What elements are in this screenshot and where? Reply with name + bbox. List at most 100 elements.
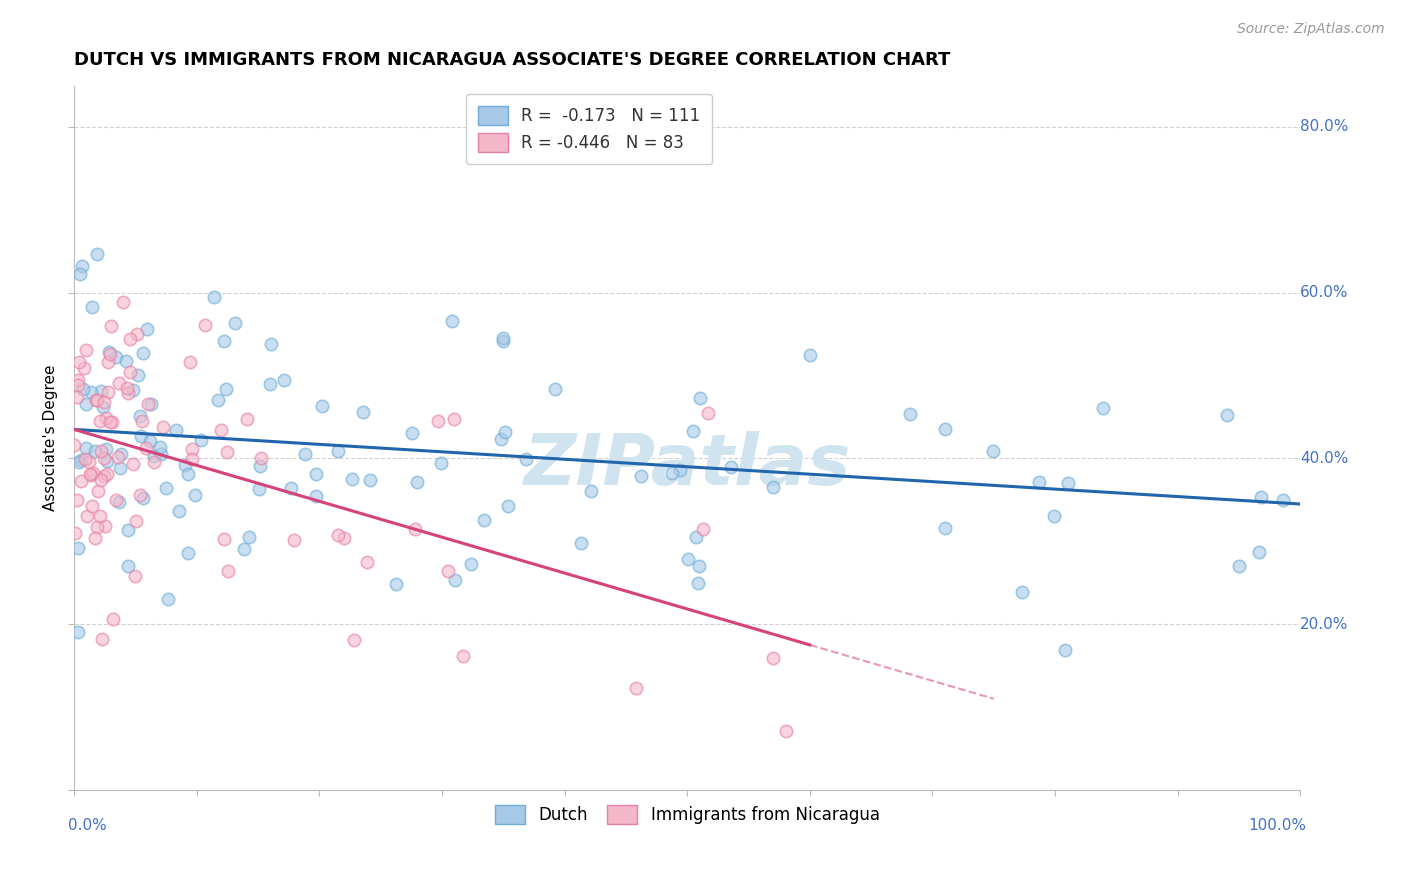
Point bbox=[440, 313, 463, 327]
Point bbox=[489, 432, 512, 446]
Point bbox=[898, 408, 921, 422]
Point bbox=[75, 451, 97, 466]
Text: 20.0%: 20.0% bbox=[1301, 616, 1348, 632]
Point bbox=[1057, 475, 1080, 490]
Point bbox=[117, 523, 139, 537]
Point bbox=[152, 420, 174, 434]
Point bbox=[685, 530, 707, 544]
Point bbox=[67, 455, 90, 469]
Point bbox=[101, 612, 124, 626]
Point bbox=[215, 445, 238, 459]
Point bbox=[356, 555, 378, 569]
Point bbox=[1043, 508, 1066, 523]
Point bbox=[112, 294, 135, 309]
Point bbox=[75, 397, 97, 411]
Point bbox=[104, 492, 127, 507]
Point bbox=[157, 592, 180, 607]
Point bbox=[688, 559, 710, 574]
Point bbox=[332, 531, 354, 545]
Point bbox=[129, 429, 152, 443]
Point bbox=[165, 423, 187, 437]
Point bbox=[280, 481, 302, 495]
Point bbox=[689, 392, 711, 406]
Point bbox=[84, 531, 107, 545]
Point bbox=[139, 396, 162, 410]
Point bbox=[86, 484, 108, 499]
Point bbox=[181, 442, 204, 456]
Text: Source: ZipAtlas.com: Source: ZipAtlas.com bbox=[1237, 22, 1385, 37]
Point bbox=[273, 373, 295, 387]
Point bbox=[66, 493, 89, 508]
Point bbox=[167, 504, 190, 518]
Point bbox=[117, 558, 139, 573]
Point bbox=[100, 318, 122, 333]
Point bbox=[359, 473, 381, 487]
Point bbox=[352, 404, 374, 418]
Point bbox=[630, 469, 652, 483]
Point bbox=[94, 519, 117, 533]
Text: 100.0%: 100.0% bbox=[1249, 818, 1306, 833]
Point bbox=[150, 447, 173, 461]
Point bbox=[1271, 492, 1294, 507]
Point bbox=[69, 267, 91, 281]
Point bbox=[117, 386, 139, 401]
Point bbox=[125, 514, 148, 528]
Point bbox=[696, 405, 718, 419]
Point bbox=[93, 395, 115, 409]
Point bbox=[661, 467, 683, 481]
Point bbox=[283, 533, 305, 547]
Point bbox=[70, 453, 93, 467]
Point bbox=[94, 442, 117, 456]
Point bbox=[404, 522, 426, 536]
Point bbox=[79, 467, 101, 481]
Point bbox=[214, 383, 236, 397]
Point bbox=[247, 483, 270, 497]
Point bbox=[93, 450, 115, 465]
Point bbox=[75, 343, 97, 357]
Point bbox=[80, 384, 103, 399]
Point bbox=[492, 330, 515, 344]
Point bbox=[75, 441, 97, 455]
Point bbox=[326, 528, 349, 542]
Point bbox=[115, 353, 138, 368]
Point bbox=[66, 625, 89, 640]
Point bbox=[139, 434, 162, 449]
Point bbox=[209, 423, 232, 437]
Point bbox=[720, 460, 742, 475]
Point bbox=[97, 344, 120, 359]
Point bbox=[90, 384, 112, 398]
Point bbox=[934, 520, 956, 534]
Point bbox=[176, 546, 198, 560]
Point bbox=[934, 422, 956, 436]
Point bbox=[217, 564, 239, 578]
Point bbox=[682, 424, 704, 438]
Point bbox=[131, 414, 153, 428]
Point bbox=[100, 415, 122, 429]
Point bbox=[494, 425, 516, 439]
Point bbox=[66, 390, 89, 404]
Point bbox=[121, 457, 143, 471]
Point bbox=[436, 565, 458, 579]
Point bbox=[1250, 491, 1272, 505]
Y-axis label: Associate's Degree: Associate's Degree bbox=[44, 365, 58, 511]
Point bbox=[1011, 585, 1033, 599]
Point bbox=[127, 326, 149, 341]
Point bbox=[180, 452, 202, 467]
Point bbox=[1028, 475, 1050, 489]
Point bbox=[70, 475, 93, 489]
Point bbox=[132, 346, 155, 360]
Point bbox=[238, 530, 260, 544]
Point bbox=[155, 482, 177, 496]
Point bbox=[91, 401, 114, 415]
Point bbox=[311, 399, 333, 413]
Text: 40.0%: 40.0% bbox=[1301, 451, 1348, 466]
Point bbox=[401, 426, 423, 441]
Point bbox=[294, 447, 316, 461]
Point bbox=[250, 450, 273, 465]
Point bbox=[492, 334, 515, 348]
Point bbox=[118, 332, 141, 346]
Point bbox=[174, 458, 197, 472]
Point bbox=[762, 480, 785, 494]
Point bbox=[544, 382, 567, 396]
Point bbox=[96, 454, 118, 468]
